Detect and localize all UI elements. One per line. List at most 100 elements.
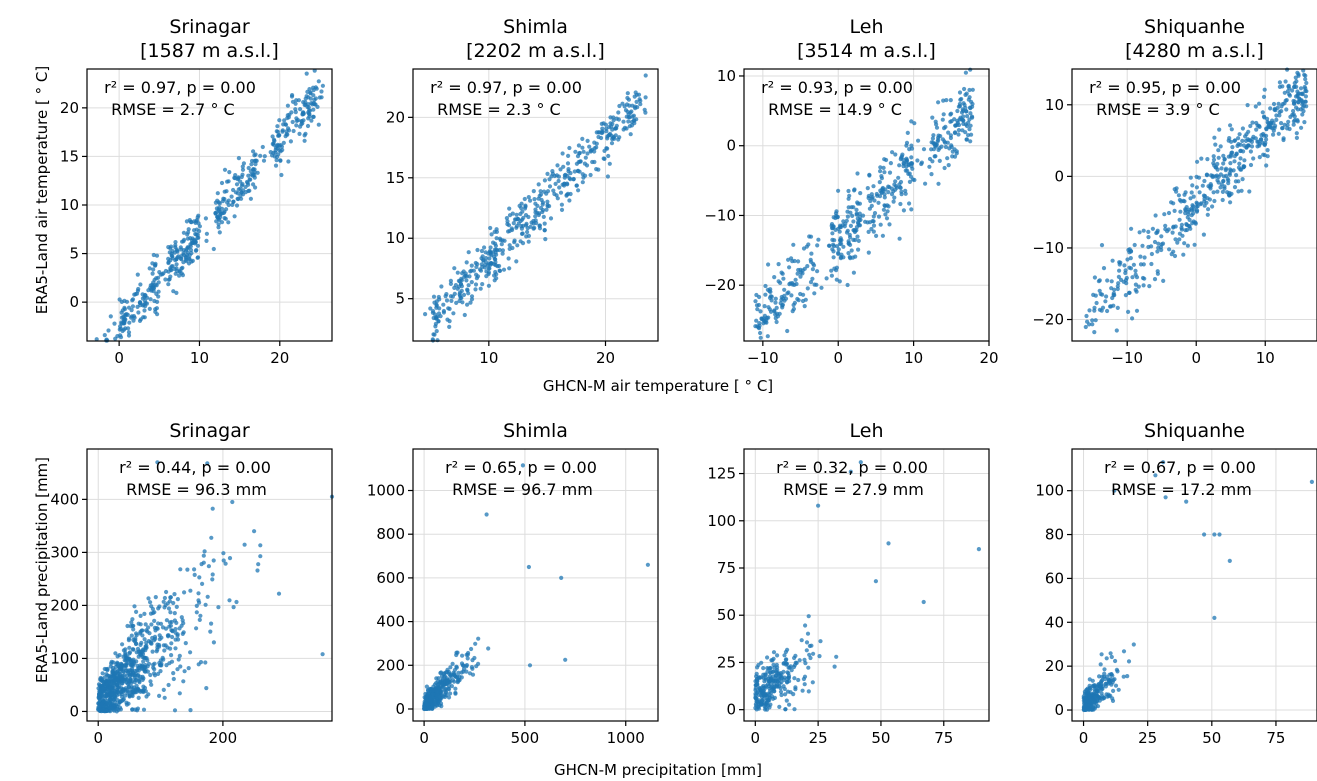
data-point [166, 269, 171, 274]
data-point [909, 146, 915, 151]
data-point [176, 637, 181, 642]
data-point [433, 321, 438, 326]
data-point [430, 310, 435, 315]
data-point [183, 641, 188, 646]
data-point [502, 238, 507, 243]
data-point [195, 215, 200, 220]
data-point [602, 148, 607, 153]
data-point [151, 267, 156, 272]
data-point [302, 133, 307, 138]
data-point [776, 671, 781, 676]
data-point [211, 640, 216, 645]
data-point [138, 282, 143, 287]
data-point [140, 651, 146, 657]
data-point [855, 171, 860, 176]
data-point [1094, 300, 1099, 306]
data-point [1138, 262, 1144, 267]
x-tick-label: 1000 [607, 729, 645, 747]
data-point [422, 705, 427, 710]
data-point [1205, 157, 1210, 162]
data-point [762, 679, 767, 684]
data-point [486, 646, 491, 651]
data-point [961, 121, 966, 126]
data-point [173, 646, 178, 651]
data-point [1286, 83, 1291, 88]
data-point [454, 300, 459, 305]
y-tick-label: 0 [726, 701, 736, 719]
data-point [206, 564, 211, 569]
data-point [452, 291, 457, 296]
data-point [545, 199, 550, 204]
data-point [463, 273, 468, 278]
data-point [427, 706, 432, 711]
data-point [761, 672, 766, 677]
data-point [271, 137, 277, 142]
data-point [171, 600, 176, 606]
data-point [959, 96, 964, 102]
data-point [901, 157, 906, 162]
data-point [1166, 227, 1171, 232]
data-point [1105, 308, 1110, 314]
data-point [845, 282, 850, 288]
data-point [594, 130, 599, 135]
data-point [869, 226, 874, 232]
data-point [146, 596, 151, 601]
data-point [787, 265, 792, 270]
data-point [782, 653, 787, 658]
data-point [432, 332, 437, 337]
data-point [1184, 499, 1189, 504]
data-point [119, 299, 124, 304]
data-point [173, 630, 178, 635]
data-point [1099, 308, 1104, 313]
data-point [119, 676, 124, 681]
data-point [831, 243, 837, 249]
data-point [150, 649, 155, 654]
data-point [488, 225, 493, 231]
data-point [1250, 120, 1255, 125]
data-point [872, 198, 877, 203]
data-point [1204, 200, 1209, 205]
data-point [607, 161, 612, 166]
data-point [1083, 707, 1088, 713]
stat-annotation-r2: r² = 0.44, p = 0.00 [119, 458, 271, 477]
data-point [849, 248, 854, 253]
data-point [879, 174, 884, 179]
data-point [936, 100, 941, 105]
data-point [805, 631, 811, 636]
data-point [532, 225, 537, 230]
data-point [134, 609, 139, 615]
data-point [130, 666, 135, 672]
data-point [1215, 161, 1220, 167]
data-point [270, 134, 275, 139]
data-point [765, 666, 770, 671]
data-point [1127, 265, 1132, 270]
data-point [160, 625, 166, 630]
data-point [483, 262, 488, 267]
data-point [1101, 266, 1107, 271]
data-point [151, 289, 156, 294]
x-tick-label: 10 [904, 349, 923, 367]
data-point [790, 309, 795, 314]
data-point [815, 243, 820, 248]
data-point [445, 667, 450, 673]
data-point [102, 333, 107, 338]
data-point [457, 292, 462, 297]
data-point [173, 258, 178, 263]
data-point [1185, 215, 1190, 220]
data-point [1141, 228, 1146, 233]
panel-title: Srinagar [169, 16, 250, 38]
x-tick-label: 75 [934, 729, 953, 747]
data-point [1211, 161, 1216, 166]
data-point [464, 663, 469, 668]
data-point [845, 209, 850, 214]
data-point [777, 704, 782, 710]
data-point [780, 302, 786, 307]
data-point [101, 708, 106, 714]
data-point [1102, 667, 1107, 672]
data-point [601, 156, 606, 161]
data-point [801, 292, 806, 297]
data-point [558, 190, 564, 195]
data-point [177, 273, 182, 278]
data-point [1226, 181, 1231, 186]
data-point [1232, 185, 1238, 190]
